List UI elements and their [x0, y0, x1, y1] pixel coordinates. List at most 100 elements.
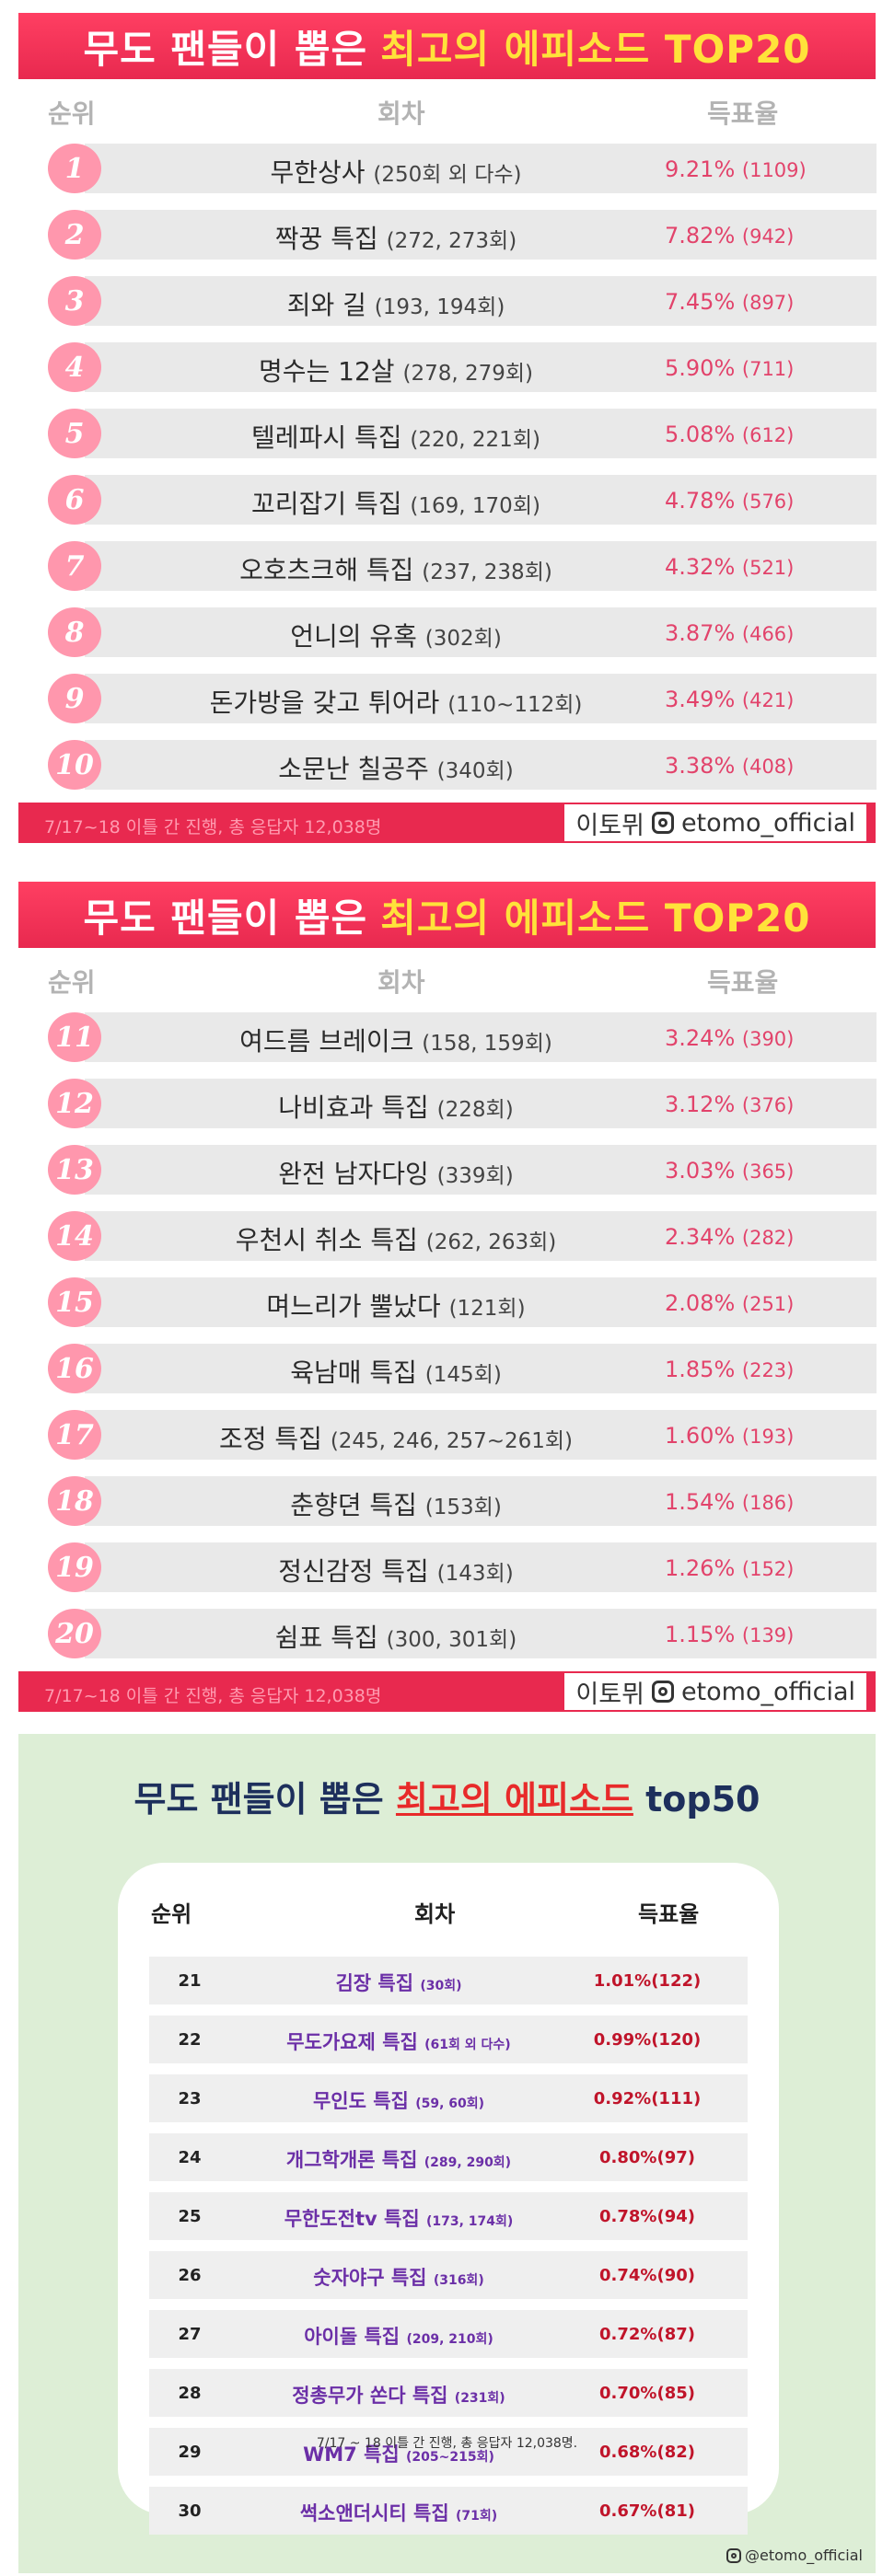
- vote-percent: 1.85%: [665, 1357, 736, 1382]
- row-bar: [149, 2487, 748, 2535]
- row-bar: [85, 607, 877, 657]
- episode-name: 무한도전tv 특집: [284, 2208, 420, 2230]
- table-header: 순위 회차 득표율: [0, 959, 894, 998]
- vote-cell: 1.15% (139): [665, 1622, 794, 1647]
- vote-count: (466): [741, 623, 795, 645]
- vote-count: (152): [741, 1558, 795, 1580]
- header-vote: 득표율: [707, 98, 779, 129]
- vote-value: 0.92%(111): [593, 2089, 702, 2108]
- episode-numbers: (121회): [448, 1297, 526, 1321]
- episode-name: 숫자야구 특집: [313, 2267, 427, 2289]
- vote-percent: 3.12%: [665, 1092, 736, 1117]
- episode-numbers: (245, 246, 257~261회): [330, 1429, 574, 1453]
- ranking-card: 순위 회차 득표율 21 김장 특집 (30회) 1.01%(122) 22 무도가요…: [118, 1863, 779, 2535]
- episode-numbers: (231회): [454, 2391, 505, 2406]
- ranking-row: 26 숫자야구 특집 (316회) 0.74%(90): [118, 2246, 779, 2305]
- episode-name: 무한상사: [270, 157, 366, 188]
- rank-badge: 7: [48, 541, 101, 591]
- top20-panel-1: 무도 팬들이 뽑은 최고의 에피소드 TOP20 순위 회차 득표율 1 무한상사…: [0, 0, 894, 858]
- ranking-row: 5 텔레파시 특집 (220, 221회) 5.08% (612): [0, 399, 894, 466]
- row-bar: [149, 2428, 748, 2476]
- vote-cell: 5.90% (711): [665, 355, 794, 381]
- rank-number: 26: [178, 2266, 202, 2285]
- vote-value: 0.99%(120): [593, 2030, 702, 2050]
- episode-cell: 무도가요제 특집 (61회 외 다수): [247, 2027, 551, 2055]
- vote-cell: 1.26% (152): [665, 1555, 794, 1581]
- vote-percent: 9.21%: [665, 156, 736, 182]
- row-bar: [85, 1012, 877, 1062]
- row-bar: [149, 2074, 748, 2122]
- title-prefix: 무도 팬들이 뽑은: [83, 26, 368, 72]
- episode-name: 꼬리잡기 특집: [251, 489, 402, 519]
- vote-cell: 3.03% (365): [665, 1158, 794, 1184]
- vote-count: (390): [741, 1028, 795, 1050]
- row-bar: [149, 2192, 748, 2240]
- header-rank: 순위: [48, 967, 96, 998]
- episode-name: 돈가방을 갖고 튀어라: [209, 687, 440, 718]
- ranking-row: 18 춘향뎐 특집 (153회) 1.54% (186): [0, 1467, 894, 1533]
- rank-number: 30: [178, 2501, 202, 2521]
- rank-badge: 4: [48, 342, 101, 392]
- rank-badge: 1: [48, 144, 101, 193]
- table-header: 순위 회차 득표율: [0, 90, 894, 129]
- credit-box: 이토뮈 etomo_official: [564, 1673, 866, 1710]
- episode-name: 여드름 브레이크: [239, 1026, 414, 1057]
- episode-name: 썩소앤더시티 특집: [299, 2502, 449, 2524]
- episode-name: 나비효과 특집: [278, 1092, 429, 1123]
- ranking-row: 17 조정 특집 (245, 246, 257~261회) 1.60% (193): [0, 1401, 894, 1467]
- rank-badge: 15: [48, 1277, 101, 1327]
- title-highlight: 최고의 에피소드 TOP20: [380, 895, 811, 941]
- header-vote: 득표율: [638, 1901, 700, 1927]
- episode-cell: 텔레파시 특집 (220, 221회): [120, 418, 672, 455]
- episode-name: 텔레파시 특집: [251, 422, 402, 453]
- vote-percent: 5.08%: [665, 422, 736, 447]
- vote-percent: 4.78%: [665, 488, 736, 514]
- ranking-row: 9 돈가방을 갖고 튀어라 (110~112회) 3.49% (421): [0, 664, 894, 731]
- episode-numbers: (71회): [456, 2509, 498, 2524]
- vote-count: (521): [741, 557, 795, 579]
- row-bar: [85, 740, 877, 790]
- row-bar: [149, 2369, 748, 2417]
- vote-value: 1.01%(122): [593, 1971, 702, 1991]
- episode-numbers: (220, 221회): [410, 428, 540, 452]
- row-bar: [85, 1277, 877, 1327]
- title-suffix: top50: [645, 1779, 760, 1819]
- vote-cell: 4.32% (521): [665, 554, 794, 580]
- episode-cell: 명수는 12살 (278, 279회): [120, 352, 672, 388]
- vote-value: 0.70%(85): [599, 2384, 695, 2403]
- vote-cell: 5.08% (612): [665, 422, 794, 447]
- rank-badge: 12: [48, 1079, 101, 1128]
- episode-cell: 소문난 칠공주 (340회): [120, 749, 672, 786]
- row-bar: [85, 1211, 877, 1261]
- row-bar: [85, 342, 877, 392]
- row-bar: [85, 276, 877, 326]
- vote-cell: 4.78% (576): [665, 488, 794, 514]
- rank-badge: 20: [48, 1609, 101, 1658]
- episode-numbers: (289, 290회): [424, 2155, 512, 2170]
- ranking-row: 12 나비효과 특집 (228회) 3.12% (376): [0, 1069, 894, 1136]
- vote-value: 0.74%(90): [599, 2266, 695, 2285]
- rank-badge: 13: [48, 1145, 101, 1195]
- episode-numbers: (300, 301회): [386, 1628, 517, 1652]
- header-episode: 회차: [414, 1901, 456, 1927]
- vote-percent: 1.54%: [665, 1489, 736, 1515]
- credit-name: 이토뮈: [575, 811, 644, 840]
- episode-name: 아이돌 특집: [304, 2326, 401, 2348]
- vote-cell: 3.87% (466): [665, 620, 794, 646]
- row-bar: [149, 2310, 748, 2358]
- ranking-row: 6 꼬리잡기 특집 (169, 170회) 4.78% (576): [0, 466, 894, 532]
- vote-value: 0.72%(87): [599, 2325, 695, 2344]
- rank-badge: 11: [48, 1012, 101, 1062]
- episode-numbers: (340회): [436, 759, 514, 783]
- episode-cell: 김장 특집 (30회): [247, 1969, 551, 1996]
- vote-cell: 1.60% (193): [665, 1423, 794, 1449]
- episode-cell: 여드름 브레이크 (158, 159회): [120, 1022, 672, 1058]
- vote-count: (612): [741, 424, 795, 446]
- row-bar: [85, 1410, 877, 1460]
- episode-cell: 완전 남자다잉 (339회): [120, 1154, 672, 1191]
- vote-count: (942): [741, 225, 795, 248]
- row-bar: [85, 1079, 877, 1128]
- instagram-icon: [651, 1681, 674, 1703]
- row-bar: [85, 1145, 877, 1195]
- header-episode: 회차: [377, 967, 425, 998]
